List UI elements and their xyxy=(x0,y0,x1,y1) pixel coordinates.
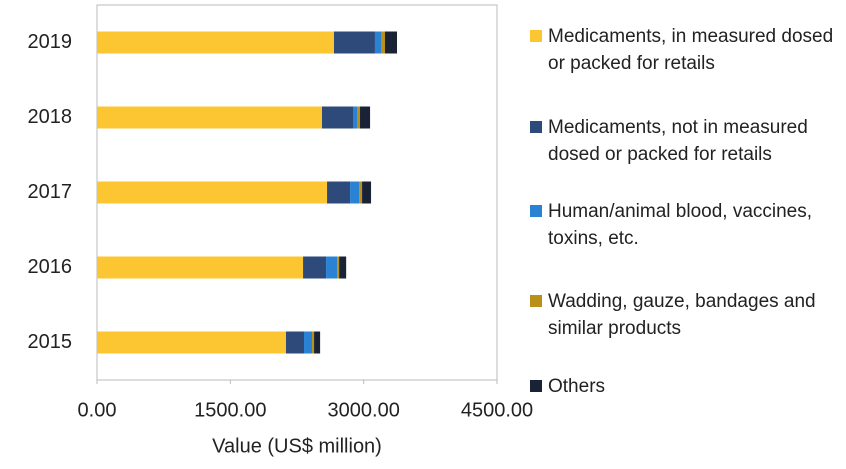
bar-segment xyxy=(357,106,361,129)
bar-segment xyxy=(350,181,360,204)
x-tick-label: 3000.00 xyxy=(328,399,400,421)
legend-label: Others xyxy=(548,376,606,397)
bar-segment xyxy=(374,31,381,54)
bar-segment xyxy=(304,331,313,354)
bar-segment xyxy=(97,181,328,204)
y-tick-label: 2018 xyxy=(28,106,73,128)
bar-segment xyxy=(326,256,338,279)
x-tick-label: 1500.00 xyxy=(194,399,266,421)
x-tick-label: 4500.00 xyxy=(461,399,533,421)
legend-item: Others xyxy=(530,373,842,400)
bar-segment xyxy=(339,256,347,279)
bar-segment xyxy=(359,181,363,204)
bar-segment xyxy=(303,256,327,279)
bar-segment xyxy=(285,331,305,354)
bar-segment xyxy=(97,256,304,279)
y-tick-label: 2017 xyxy=(28,181,73,203)
legend-swatch xyxy=(530,295,542,307)
bar-segment xyxy=(314,331,321,354)
y-tick-label: 2015 xyxy=(28,331,73,353)
bar-segment xyxy=(327,181,351,204)
bar-segment xyxy=(97,106,322,129)
legend-swatch xyxy=(530,30,542,42)
bar-segment xyxy=(353,106,357,129)
x-tick-label: 0.00 xyxy=(78,399,117,421)
legend-swatch xyxy=(530,121,542,133)
legend-item: Medicaments, in measured dosed or packed… xyxy=(530,23,842,77)
legend-label: Wadding, gauze, bandages and similar pro… xyxy=(548,291,816,339)
legend-item: Human/animal blood, vaccines, toxins, et… xyxy=(530,198,842,252)
legend-item: Wadding, gauze, bandages and similar pro… xyxy=(530,288,842,342)
bar-segment xyxy=(381,31,385,54)
bar-segment xyxy=(385,31,397,54)
y-tick-label: 2019 xyxy=(28,31,73,53)
bar-segment xyxy=(97,31,334,54)
bar-segment xyxy=(360,106,371,129)
bar-segment xyxy=(97,331,286,354)
legend-label: Medicaments, not in measured dosed or pa… xyxy=(548,117,808,165)
legend-item: Medicaments, not in measured dosed or pa… xyxy=(530,114,842,168)
legend-swatch xyxy=(530,205,542,217)
bar-segment xyxy=(312,331,315,354)
legend-swatch xyxy=(530,380,542,392)
legend-label: Medicaments, in measured dosed or packed… xyxy=(548,26,834,74)
bar-segment xyxy=(333,31,375,54)
x-axis-label: Value (US$ million) xyxy=(212,435,382,457)
legend-label: Human/animal blood, vaccines, toxins, et… xyxy=(548,201,813,249)
bar-segment xyxy=(362,181,372,204)
bar-segment xyxy=(321,106,353,129)
bar-segment xyxy=(337,256,340,279)
y-tick-label: 2016 xyxy=(28,256,73,278)
